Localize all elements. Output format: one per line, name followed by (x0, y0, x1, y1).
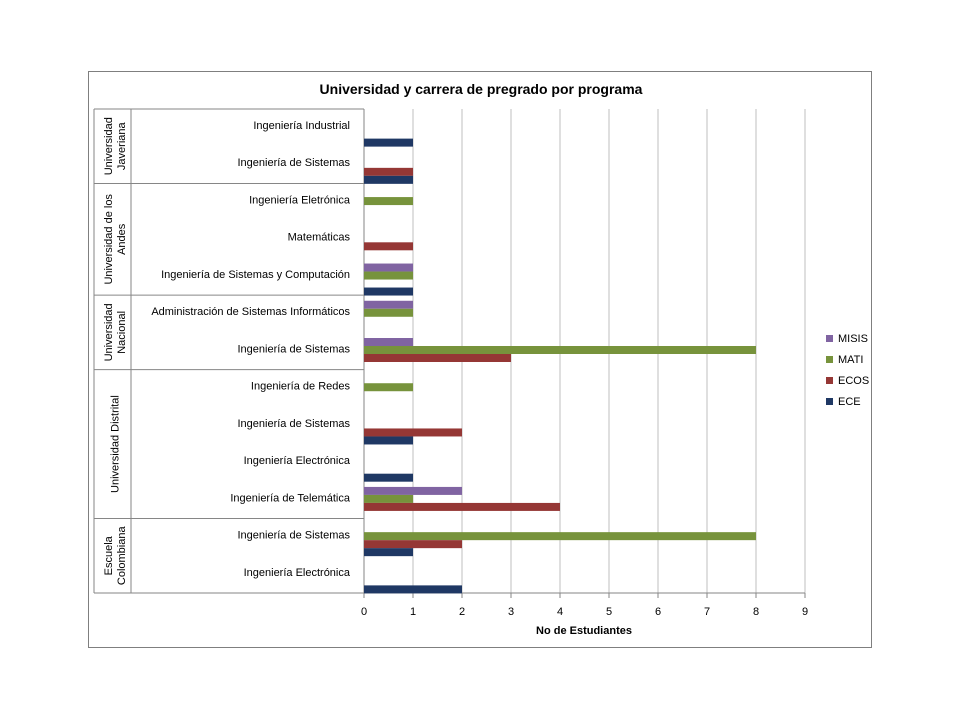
x-tick-label: 5 (606, 606, 612, 618)
bar-misis (364, 263, 413, 272)
group-label: EscuelaColombiana (103, 526, 128, 586)
bar-mati (364, 271, 413, 280)
group-label-line: Universidad (103, 117, 115, 175)
x-tick-label: 9 (802, 606, 808, 618)
category-label: Administración de Sistemas Informáticos (151, 306, 350, 318)
bar-ece (364, 548, 413, 557)
category-label: Matemáticas (288, 232, 351, 244)
legend-label: MATI (838, 354, 863, 366)
x-tick-label: 4 (557, 606, 563, 618)
x-tick-label: 1 (410, 606, 416, 618)
category-label: Ingeniería de Redes (251, 381, 351, 393)
group-label-line: Colombiana (116, 526, 128, 586)
x-tick-label: 6 (655, 606, 661, 618)
bar-misis (364, 486, 462, 495)
bar-ece (364, 287, 413, 296)
x-tick-label: 2 (459, 606, 465, 618)
category-label: Ingeniería Industrial (253, 120, 350, 132)
legend-swatch-misis (826, 335, 833, 342)
category-label: Ingeniería de Sistemas (237, 418, 350, 430)
bar-ece (364, 138, 413, 147)
group-label-line: Andes (116, 223, 128, 255)
legend-swatch-ecos (826, 377, 833, 384)
x-tick-label: 0 (361, 606, 367, 618)
group-label: UniversidadJaveriana (103, 117, 128, 175)
bar-ece (364, 473, 413, 482)
bar-ece (364, 436, 413, 445)
group-label-line: Universidad (103, 303, 115, 361)
group-label-line: Universidad Distrital (110, 395, 122, 493)
category-label: Ingeniería de Sistemas (237, 343, 350, 355)
category-label: Ingeniería Eletrónica (249, 194, 351, 206)
chart-frame: Universidad y carrera de pregrado por pr… (88, 71, 872, 648)
category-label: Ingeniería de Sistemas y Computación (161, 269, 350, 281)
bar-mati (364, 308, 413, 317)
bar-mati (364, 383, 413, 392)
legend-swatch-mati (826, 356, 833, 363)
x-axis-title: No de Estudiantes (536, 625, 632, 637)
group-label: UniversidadNacional (103, 303, 128, 361)
group-label: Universidad Distrital (110, 395, 122, 493)
bar-misis (364, 338, 413, 346)
x-tick-label: 3 (508, 606, 514, 618)
bar-mati (364, 346, 756, 354)
bar-ecos (364, 428, 462, 437)
bar-chart: Universidad y carrera de pregrado por pr… (93, 81, 869, 637)
bar-misis (364, 300, 413, 309)
group-label-line: Javeriana (116, 122, 128, 171)
bar-mati (364, 532, 756, 541)
bar-ece (364, 175, 413, 184)
legend-label: ECOS (838, 375, 869, 387)
category-label: Ingeniería de Sistemas (237, 530, 350, 542)
x-tick-label: 7 (704, 606, 710, 618)
category-label: Ingeniería de Telemática (230, 492, 351, 504)
legend-label: MISIS (838, 333, 868, 345)
bar-mati (364, 494, 413, 503)
bar-mati (364, 197, 413, 206)
bar-ecos (364, 354, 511, 362)
bar-ecos (364, 540, 462, 549)
bar-ecos (364, 242, 413, 251)
legend-swatch-ece (826, 398, 833, 405)
x-tick-label: 8 (753, 606, 759, 618)
group-label-line: Escuela (103, 535, 115, 575)
bar-ece (364, 585, 462, 594)
group-label-line: Nacional (116, 311, 128, 354)
bar-ecos (364, 167, 413, 176)
legend-label: ECE (838, 396, 861, 408)
bar-ecos (364, 502, 560, 511)
chart-title: Universidad y carrera de pregrado por pr… (320, 81, 643, 97)
category-label: Ingeniería de Sistemas (237, 157, 350, 169)
category-label: Ingeniería Electrónica (244, 455, 351, 467)
group-label-line: Universidad de los (103, 194, 115, 285)
group-label: Universidad de losAndes (103, 194, 128, 285)
category-label: Ingeniería Electrónica (244, 567, 351, 579)
